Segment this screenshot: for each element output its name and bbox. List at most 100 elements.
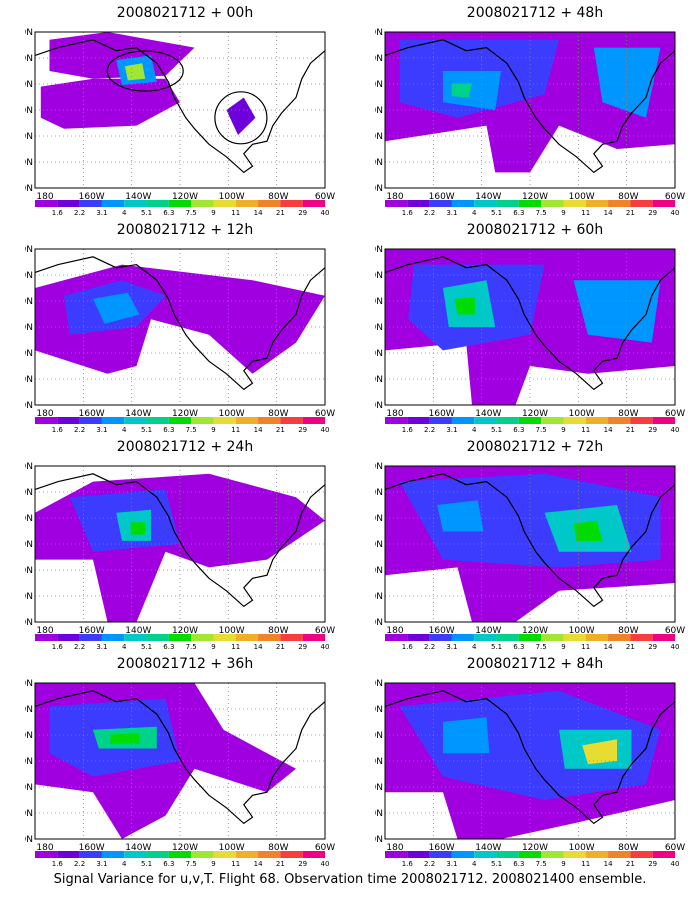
lat-tick-label: 10N <box>25 401 33 411</box>
colorbar-label: 3.1 <box>446 426 457 434</box>
colorbar-label: 6.3 <box>513 643 524 651</box>
colorbar-label: 2.2 <box>424 860 435 868</box>
colorbar-swatch <box>451 851 475 858</box>
variance-contour <box>454 297 475 315</box>
variance-contour <box>110 732 140 744</box>
colorbar-label: 3.1 <box>446 643 457 651</box>
lon-tick-label: 120W <box>522 626 548 636</box>
colorbar-label: 6.3 <box>163 643 174 651</box>
colorbar-swatch <box>191 851 214 858</box>
lon-tick-label: 80W <box>618 409 638 419</box>
map-frame <box>384 465 676 623</box>
lat-tick-label: 50N <box>25 297 33 307</box>
variance-contour <box>443 71 501 110</box>
colorbar-swatch <box>235 851 259 858</box>
colorbar-label: 7.5 <box>536 426 547 434</box>
colorbar-swatch <box>630 634 653 641</box>
colorbar-label: 2.2 <box>74 860 85 868</box>
lat-tick-label: 70N <box>25 245 33 255</box>
colorbar-swatch <box>146 851 169 858</box>
lon-tick-label: 120W <box>172 843 198 853</box>
colorbar-swatch <box>101 200 125 207</box>
colorbar-swatch <box>563 634 586 641</box>
colorbar-label: 4 <box>472 426 477 434</box>
variance-map: 70N 60N 50N 40N 30N 20N 10N180 160W 140W 120W 100W… <box>25 679 335 868</box>
colorbar-swatch <box>35 634 58 641</box>
colorbar-label: 40 <box>671 426 680 434</box>
lon-tick-label: 80W <box>618 626 638 636</box>
lon-tick-label: 160W <box>429 626 455 636</box>
lat-tick-label: 10N <box>375 835 383 845</box>
colorbar-swatch <box>608 851 631 858</box>
variance-map: 70N 60N 50N 40N 30N 20N 10N180 160W 140W 120W 100W… <box>375 462 685 651</box>
coastline <box>384 473 676 608</box>
colorbar-label: 7.5 <box>186 643 197 651</box>
lon-tick-label: 100W <box>569 192 595 202</box>
lat-tick-label: 40N <box>375 106 383 116</box>
lat-tick-label: 40N <box>25 757 33 767</box>
lat-tick-label: 10N <box>25 184 33 194</box>
lat-tick-label: 60N <box>25 54 33 64</box>
colorbar-swatch <box>235 634 259 641</box>
colorbar-swatch <box>541 634 564 641</box>
lat-tick-label: 50N <box>25 80 33 90</box>
lat-tick-label: 60N <box>375 271 383 281</box>
colorbar-swatch <box>79 200 102 207</box>
lon-tick-label: 100W <box>569 409 595 419</box>
coastline <box>34 256 326 391</box>
colorbar-label: 9 <box>561 860 565 868</box>
colorbar-swatch <box>518 634 542 641</box>
colorbar-swatch <box>474 200 497 207</box>
colorbar-swatch <box>79 417 102 424</box>
colorbar-swatch <box>57 200 80 207</box>
colorbar-label: 40 <box>321 860 330 868</box>
colorbar-swatch <box>541 851 564 858</box>
colorbar-label: 6.3 <box>513 860 524 868</box>
lat-tick-label: 70N <box>375 245 383 255</box>
map-frame <box>384 682 676 840</box>
lat-tick-label: 50N <box>375 297 383 307</box>
lat-tick-label: 70N <box>375 28 383 38</box>
lon-tick-label: 100W <box>219 843 245 853</box>
colorbar-label: 6.3 <box>513 209 524 217</box>
observation-region-circle <box>214 91 268 145</box>
lon-tick-label: 60W <box>665 626 685 636</box>
lon-tick-label: 80W <box>268 626 288 636</box>
lon-tick-label: 80W <box>618 192 638 202</box>
colorbar-swatch <box>563 200 586 207</box>
colorbar-swatch <box>608 417 631 424</box>
lon-tick-label: 100W <box>219 192 245 202</box>
colorbar-label: 9 <box>561 643 565 651</box>
colorbar-swatch <box>302 417 325 424</box>
colorbar-swatch <box>213 851 236 858</box>
lat-tick-label: 30N <box>375 783 383 793</box>
colorbar-swatch <box>541 200 564 207</box>
colorbar-label: 2.2 <box>424 209 435 217</box>
colorbar-label: 4 <box>472 860 477 868</box>
observation-region-circle <box>106 50 184 92</box>
panel-60h: 2008021712 + 60h 70N 60N 50N 40N 30N 20N 10N18… <box>375 222 695 437</box>
lat-tick-label: 20N <box>375 809 383 819</box>
colorbar-swatch <box>407 200 430 207</box>
colorbar-swatch <box>496 634 519 641</box>
colorbar-label: 9 <box>561 209 565 217</box>
lon-tick-label: 140W <box>475 626 501 636</box>
lon-tick-label: 100W <box>569 626 595 636</box>
lat-tick-label: 70N <box>25 462 33 472</box>
colorbar-swatch <box>608 200 631 207</box>
colorbar-swatch <box>235 417 259 424</box>
colorbar-swatch <box>213 417 236 424</box>
colorbar-label: 5.1 <box>141 860 152 868</box>
colorbar-label: 5.1 <box>141 209 152 217</box>
colorbar-label: 6.3 <box>163 209 174 217</box>
colorbar-label: 11 <box>231 426 240 434</box>
colorbar-label: 14 <box>604 209 613 217</box>
colorbar-swatch <box>429 851 452 858</box>
colorbar-swatch <box>168 417 192 424</box>
colorbar-label: 9 <box>211 643 215 651</box>
colorbar-swatch <box>585 851 609 858</box>
colorbar-swatch <box>496 851 519 858</box>
colorbar-label: 9 <box>211 860 215 868</box>
colorbar-label: 1.6 <box>402 643 414 651</box>
colorbar-label: 40 <box>321 209 330 217</box>
